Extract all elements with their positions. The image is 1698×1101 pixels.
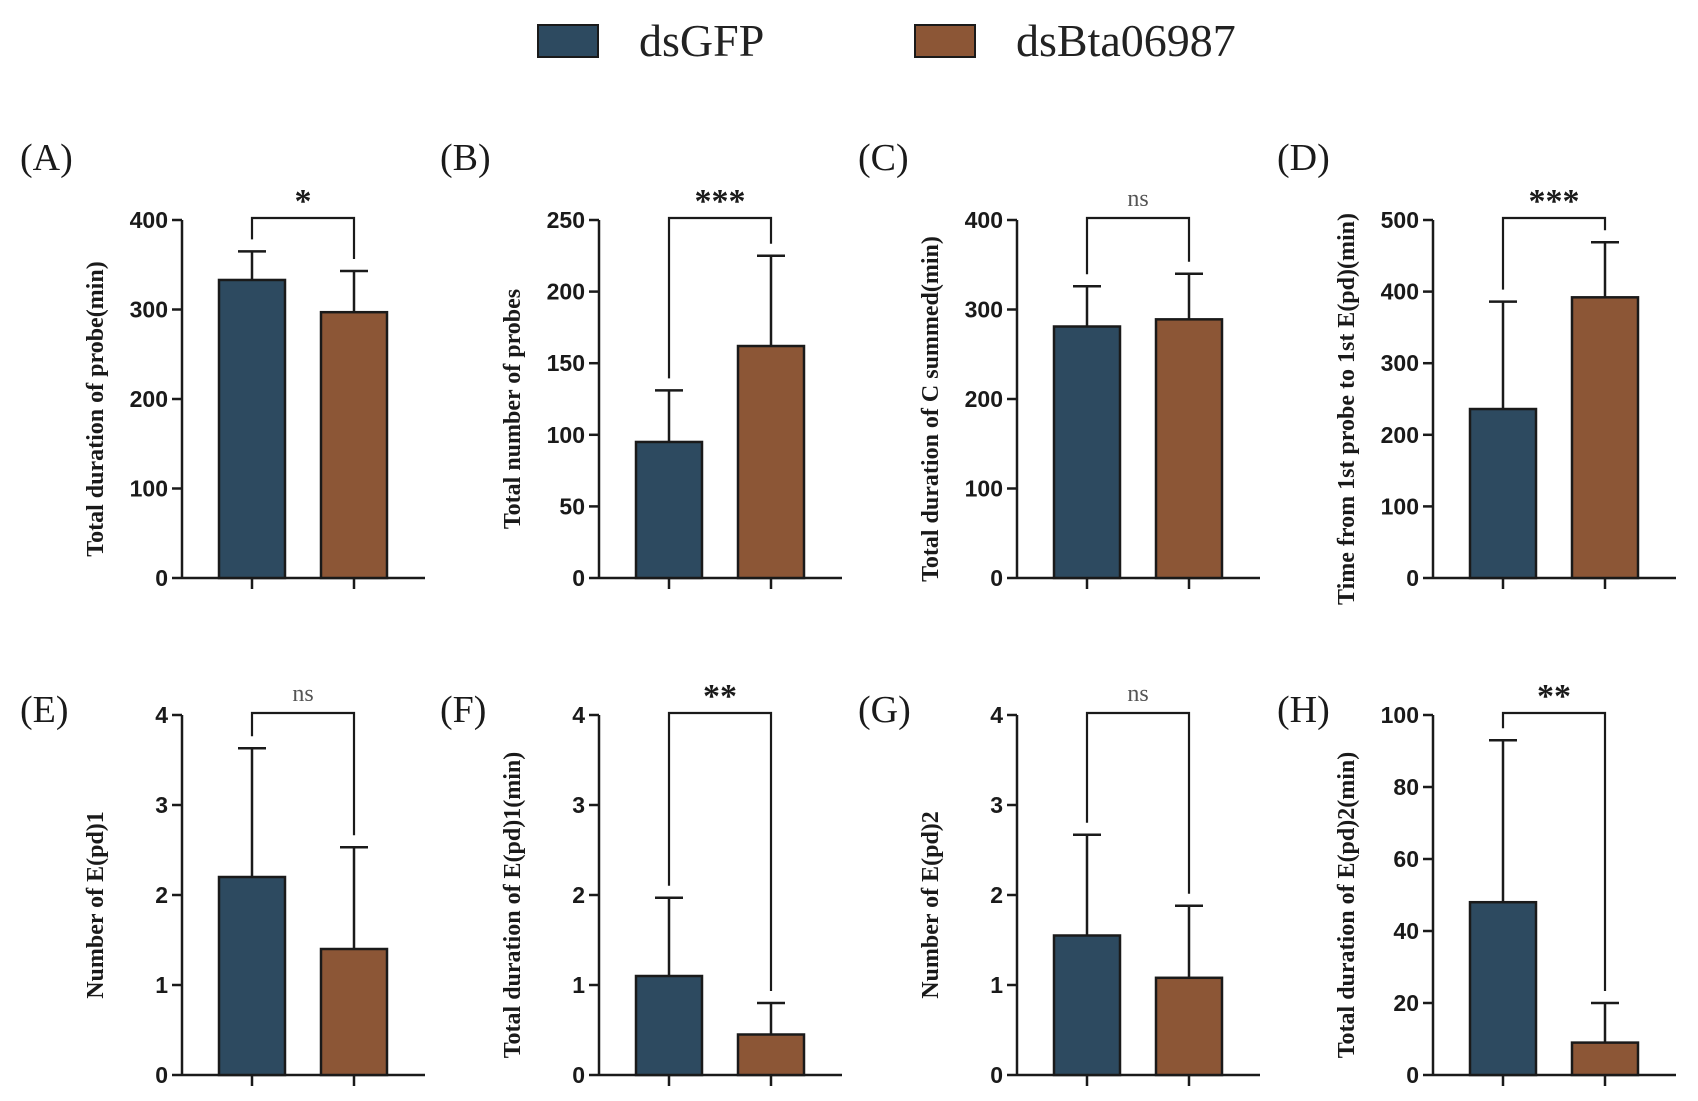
significance-bracket-d [1501, 216, 1607, 290]
significance-bracket-c [1085, 216, 1191, 275]
y-tick-label-h: 0 [1406, 1062, 1419, 1088]
significance-bracket-a [250, 216, 356, 260]
y-axis-label-g: Number of E(pd)2 [918, 811, 944, 999]
y-tick-label-d: 500 [1381, 207, 1419, 233]
significance-bracket-g [1085, 711, 1191, 894]
y-tick-label-h: 20 [1393, 990, 1419, 1016]
bar-e-dsgfp [217, 875, 287, 1077]
legend: dsGFP dsBta06987 [0, 0, 1698, 110]
bar-e-dsbta06987 [319, 947, 389, 1077]
y-tick-label-f: 3 [572, 792, 585, 818]
y-axis-label-e: Number of E(pd)1 [83, 811, 109, 999]
bar-c-dsbta06987 [1154, 318, 1224, 580]
y-tick-label-c: 100 [965, 476, 1003, 502]
y-tick-label-b: 50 [559, 493, 585, 519]
y-tick-label-d: 100 [1381, 493, 1419, 519]
significance-label-d: *** [1529, 183, 1580, 220]
y-tick-label-g: 0 [990, 1062, 1003, 1088]
y-tick-label-c: 0 [990, 565, 1003, 591]
legend-swatch-dsgfp [537, 24, 599, 58]
bar-h-dsgfp [1468, 900, 1538, 1077]
y-tick-label-b: 150 [547, 350, 585, 376]
significance-bracket-f [667, 711, 773, 991]
bar-h-dsbta06987 [1570, 1041, 1640, 1077]
y-tick-label-b: 0 [572, 565, 585, 591]
y-tick-label-d: 400 [1381, 279, 1419, 305]
significance-label-f: ** [703, 678, 737, 715]
y-tick-label-g: 3 [990, 792, 1003, 818]
y-tick-label-f: 1 [572, 972, 585, 998]
y-tick-label-a: 400 [130, 207, 168, 233]
bar-b-dsgfp [634, 440, 704, 580]
significance-label-a: * [295, 183, 312, 220]
significance-label-g: ns [1127, 681, 1148, 707]
significance-label-c: ns [1127, 186, 1148, 212]
significance-bracket-b [667, 216, 773, 379]
y-tick-label-d: 300 [1381, 350, 1419, 376]
y-tick-label-d: 200 [1381, 422, 1419, 448]
y-tick-label-e: 0 [155, 1062, 168, 1088]
legend-swatch-dsbta06987 [914, 24, 976, 58]
significance-label-h: ** [1537, 678, 1571, 715]
bar-f-dsgfp [634, 974, 704, 1077]
y-tick-label-e: 4 [155, 702, 168, 728]
bar-d-dsgfp [1468, 407, 1538, 580]
panel-label-h: (H) [1277, 689, 1330, 731]
bar-g-dsbta06987 [1154, 976, 1224, 1077]
legend-item-dsbta06987: dsBta06987 [914, 18, 1236, 64]
y-tick-label-e: 1 [155, 972, 168, 998]
y-axis-label-d: Time from 1st probe to 1st E(pd)(min) [1334, 213, 1360, 605]
panel-label-a: (A) [20, 137, 73, 179]
y-tick-label-g: 4 [990, 702, 1003, 728]
bar-a-dsbta06987 [319, 310, 389, 580]
y-tick-label-g: 1 [990, 972, 1003, 998]
bar-g-dsgfp [1052, 934, 1122, 1077]
legend-item-dsgfp: dsGFP [537, 18, 764, 64]
y-tick-label-a: 300 [130, 297, 168, 323]
legend-label-dsbta06987: dsBta06987 [1016, 15, 1236, 66]
y-tick-label-b: 200 [547, 279, 585, 305]
legend-label-dsgfp: dsGFP [639, 15, 765, 66]
bar-b-dsbta06987 [736, 344, 806, 580]
bar-c-dsgfp [1052, 325, 1122, 580]
y-tick-label-c: 400 [965, 207, 1003, 233]
panel-label-b: (B) [440, 137, 491, 179]
panel-label-c: (C) [858, 137, 909, 179]
y-tick-label-a: 200 [130, 386, 168, 412]
y-tick-label-d: 0 [1406, 565, 1419, 591]
significance-bracket-h [1501, 711, 1607, 991]
y-tick-label-a: 100 [130, 476, 168, 502]
y-tick-label-c: 200 [965, 386, 1003, 412]
y-tick-label-c: 300 [965, 297, 1003, 323]
y-axis-label-a: Total duration of probe(min) [83, 261, 109, 556]
panel-label-d: (D) [1277, 137, 1330, 179]
panel-label-g: (G) [858, 689, 911, 731]
y-tick-label-f: 2 [572, 882, 585, 908]
bar-d-dsbta06987 [1570, 296, 1640, 580]
y-axis-label-b: Total number of probes [500, 289, 526, 529]
y-tick-label-f: 4 [572, 702, 585, 728]
significance-label-b: *** [695, 183, 746, 220]
y-tick-label-g: 2 [990, 882, 1003, 908]
significance-bracket-e [250, 711, 356, 836]
panel-label-e: (E) [20, 689, 69, 731]
bar-a-dsgfp [217, 278, 287, 580]
y-tick-label-h: 60 [1393, 846, 1419, 872]
y-tick-label-h: 100 [1381, 702, 1419, 728]
y-axis-label-h: Total duration of E(pd)2(min) [1334, 752, 1360, 1059]
panel-label-f: (F) [440, 689, 486, 731]
y-tick-label-e: 2 [155, 882, 168, 908]
y-tick-label-h: 40 [1393, 918, 1419, 944]
significance-label-e: ns [292, 681, 313, 707]
y-tick-label-b: 250 [547, 207, 585, 233]
bar-f-dsbta06987 [736, 1033, 806, 1077]
y-tick-label-e: 3 [155, 792, 168, 818]
y-tick-label-b: 100 [547, 422, 585, 448]
y-tick-label-h: 80 [1393, 774, 1419, 800]
y-axis-label-f: Total duration of E(pd)1(min) [500, 752, 526, 1059]
y-axis-label-c: Total duration of C summed(min) [918, 236, 944, 582]
y-tick-label-f: 0 [572, 1062, 585, 1088]
y-tick-label-a: 0 [155, 565, 168, 591]
